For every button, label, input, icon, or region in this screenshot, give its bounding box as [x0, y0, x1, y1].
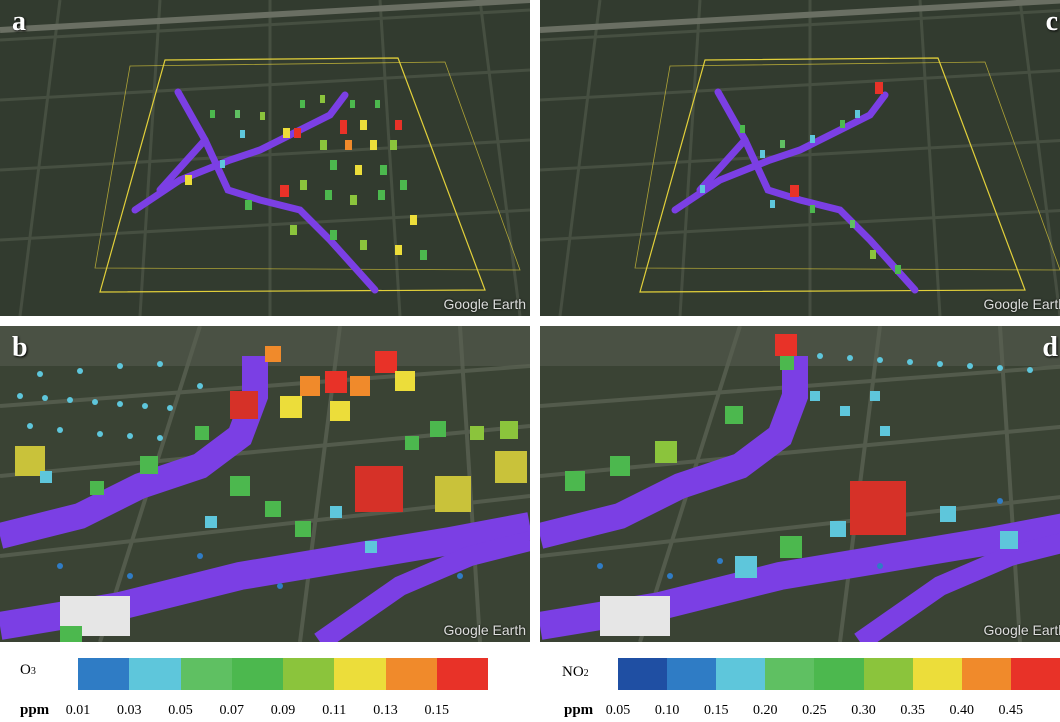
legend-unit: ppm: [20, 702, 50, 718]
no2-legend: NO2 ppm 0.05 0.10 0.15 0.20 0.25 0.30 0.35 0.40…: [540, 650, 1060, 722]
legend-pollutant-o3: O3: [20, 662, 36, 678]
panel-label: a: [12, 6, 26, 37]
legend-tick-label: 0.45: [998, 703, 1024, 718]
legend-tick-label: 0.20: [753, 703, 778, 718]
google-earth-watermark: Google Earth: [443, 622, 527, 638]
no2-color-scale: [618, 658, 1060, 690]
aerial-view-a: [0, 0, 530, 316]
panel-label: d: [1042, 332, 1058, 363]
legend-tick-label: 0.13: [373, 703, 398, 718]
legend-tick-label: 0.01: [65, 703, 91, 718]
panel-label: c: [1045, 6, 1058, 37]
legend-swatch: [912, 658, 962, 690]
google-earth-watermark: Google Earth: [443, 296, 527, 312]
legend-tick-label: 0.25: [802, 703, 827, 718]
google-earth-watermark: Google Earth: [983, 622, 1060, 638]
legend-swatch: [1010, 658, 1060, 690]
legend-swatch: [129, 658, 181, 690]
aerial-view-c: [540, 0, 1060, 316]
sensor-pins: [597, 353, 1033, 579]
legend-unit: ppm: [564, 702, 594, 718]
study-area-boundary: [639, 57, 1026, 293]
legend-swatch: [283, 658, 335, 690]
o3-sensor-markers: [185, 95, 427, 260]
legend-swatch: [618, 658, 668, 690]
legend-swatch: [667, 658, 717, 690]
sensor-pins: [17, 361, 463, 589]
route-path: [540, 356, 808, 549]
legend-swatch: [436, 658, 488, 690]
legend-tick-label: 0.09: [270, 703, 296, 718]
map-panel-a: a Google Earth: [0, 0, 530, 316]
google-earth-watermark: Google Earth: [983, 296, 1060, 312]
legend-tick-label: 0.03: [117, 703, 142, 718]
map-panel-d: d Google Earth: [540, 326, 1060, 642]
oblique-view-d: [540, 326, 1060, 642]
legend-swatch: [716, 658, 766, 690]
legend-tick-label: 0.07: [219, 703, 245, 718]
oblique-view-b: [0, 326, 530, 642]
no2-sensor-markers: [700, 82, 901, 274]
legend-swatch: [961, 658, 1011, 690]
legend-pollutant-no2: NO2: [562, 664, 589, 680]
legend-swatch: [765, 658, 815, 690]
legend-tick-label: 0.30: [851, 703, 876, 718]
legend-tick-label: 0.05: [605, 703, 631, 718]
legend-swatch: [814, 658, 864, 690]
legend-tick-label: 0.40: [949, 703, 974, 718]
legend-tick-label: 0.15: [703, 703, 729, 718]
map-panel-c: c Google Earth: [540, 0, 1060, 316]
study-area-boundary: [99, 57, 486, 293]
o3-legend: O3 ppm 0.01 0.03 0.05 0.07 0.09 0.11 0.13 0.15: [0, 650, 500, 722]
legend-swatch: [78, 658, 130, 690]
legend-tick-label: 0.35: [900, 703, 925, 718]
legend-tick-label: 0.05: [168, 703, 193, 718]
no2-sensor-cubes: [565, 334, 1018, 578]
legend-swatch: [180, 658, 232, 690]
legend-swatch: [231, 658, 283, 690]
legend-tick-label: 0.10: [654, 703, 680, 718]
legend-swatch: [334, 658, 386, 690]
o3-color-scale: [78, 658, 488, 690]
legend-swatch: [863, 658, 913, 690]
legend-tick-label: 0.15: [424, 703, 450, 718]
map-panel-b: b Google Earth: [0, 326, 530, 642]
legend-swatch: [385, 658, 437, 690]
legend-tick-label: 0.11: [322, 703, 347, 718]
o3-sensor-cubes: [15, 346, 527, 642]
panel-label: b: [12, 332, 28, 363]
route-path: [671, 88, 919, 294]
